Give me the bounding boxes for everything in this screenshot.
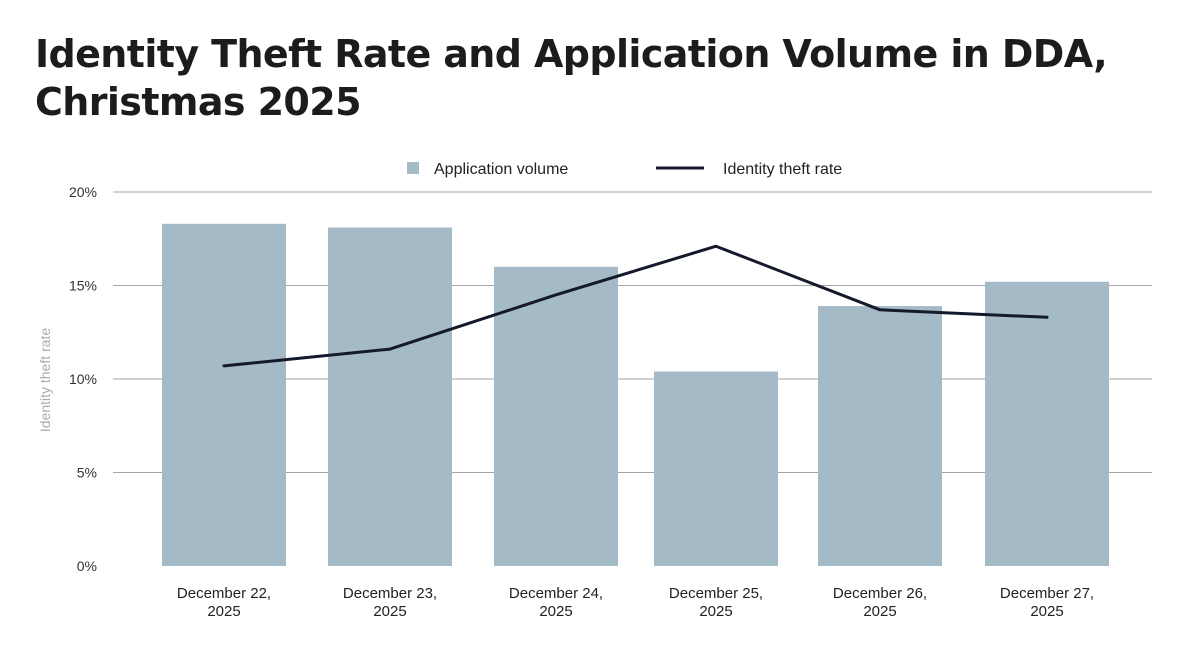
chart-title: Identity Theft Rate and Application Volu… xyxy=(35,32,1108,124)
x-tick-label: December 22, 2025 xyxy=(177,585,271,620)
y-tick-label: 15% xyxy=(69,278,97,294)
series-line xyxy=(222,244,1049,368)
x-tick-label: December 27, 2025 xyxy=(1000,585,1094,620)
legend: Application volume Identity theft rate xyxy=(407,161,842,178)
bar xyxy=(818,306,942,566)
gridlines xyxy=(113,191,1152,473)
line-series xyxy=(222,244,1049,368)
y-axis-ticks: 0% 5% 10% 15% 20% xyxy=(69,184,97,574)
x-tick-label: December 26, 2025 xyxy=(833,585,927,620)
bar xyxy=(162,223,286,567)
y-axis-label: Identity theft rate xyxy=(37,328,53,432)
bar xyxy=(654,371,778,566)
bar xyxy=(494,266,618,566)
x-tick-label: December 23, 2025 xyxy=(343,585,437,620)
y-tick-label: 10% xyxy=(69,371,97,387)
y-tick-label: 20% xyxy=(69,184,97,200)
x-tick-label: December 25, 2025 xyxy=(669,585,763,620)
bar-series xyxy=(162,223,1109,567)
y-tick-label: 0% xyxy=(77,558,97,574)
y-tick-label: 5% xyxy=(77,465,97,481)
legend-label-application-volume: Application volume xyxy=(434,161,568,178)
bar xyxy=(985,281,1109,566)
bar xyxy=(328,227,452,566)
legend-label-identity-theft-rate: Identity theft rate xyxy=(723,161,842,178)
x-axis-ticks: December 22, 2025 December 23, 2025 December… xyxy=(177,585,1094,620)
legend-swatch-application-volume xyxy=(407,162,419,174)
x-tick-label: December 24, 2025 xyxy=(509,585,603,620)
